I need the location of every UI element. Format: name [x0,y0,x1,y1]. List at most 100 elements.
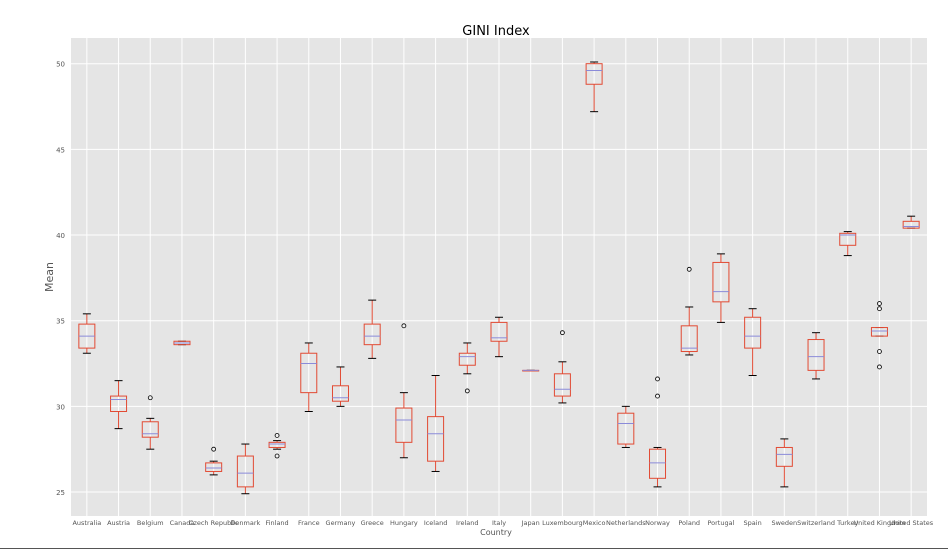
iqr-box [902,220,920,229]
x-tick-label: Switzerland [797,519,835,527]
box-denmark [236,443,254,495]
outlier-point [686,266,692,272]
outlier-point [877,301,882,306]
iqr-box [331,385,349,402]
box-norway [649,376,667,488]
x-tick-label: Poland [678,519,700,527]
x-tick-label: Luxembourg [542,519,583,527]
y-axis-label: Mean [43,262,56,292]
box-belgium [141,395,159,450]
x-tick-label: France [298,519,320,527]
x-tick-label: Australia [72,519,101,527]
x-tick-label: Czech Republic [189,519,239,527]
box-austria [110,380,128,430]
outlier-point [655,376,660,382]
box-switzerland [807,332,825,380]
x-tick-label: United States [889,519,934,527]
box-turkey [839,231,857,257]
box-iceland [427,375,445,472]
iqr-box [649,448,667,479]
x-tick-label: Iceland [424,519,448,527]
box-finland [268,433,286,459]
box-luxembourg [553,330,571,404]
outlier-point [211,446,217,452]
box-australia [78,313,96,354]
outlier-point [560,330,565,336]
outlier-point [401,323,407,329]
outlier-point [877,364,882,370]
x-tick-label: Spain [744,519,762,527]
outlier-point [464,388,470,394]
iqr-box [553,373,571,397]
x-tick-label: Ireland [456,519,478,527]
iqr-box [363,323,381,346]
iqr-box [395,407,413,443]
iqr-box [870,327,888,337]
box-netherlands [617,405,635,448]
outlier-point [147,395,153,401]
box-sweden [775,438,793,488]
chart-title: GINI Index [462,24,530,39]
iqr-box [617,412,635,445]
x-tick-label: Italy [492,519,506,527]
box-hungary [395,323,413,459]
x-tick-label: Finland [265,519,288,527]
iqr-box [839,232,857,246]
bottom-border [0,548,948,549]
x-tick-label: Greece [361,519,384,527]
iqr-box [490,321,508,342]
x-tick-label: Canada [170,519,195,527]
iqr-box [775,446,793,467]
y-tick-label: 45 [56,146,65,154]
x-tick-label: Sweden [771,519,797,527]
x-tick-label: Denmark [230,519,260,527]
boxes [78,61,920,495]
y-tick-label: 25 [56,489,65,497]
box-portugal [712,253,730,323]
x-tick-label: Norway [645,519,670,527]
x-axis-label: Country [480,528,512,537]
outlier-point [877,306,882,312]
x-tick-label: Japan [521,519,540,527]
iqr-box [110,395,128,412]
box-united-kingdom [870,301,888,370]
iqr-box [427,416,445,462]
iqr-box [236,455,254,488]
box-canada [173,340,191,346]
iqr-box [141,421,159,438]
box-ireland [458,342,476,394]
box-japan [522,369,540,372]
x-tick-label: United Kingdom [853,519,905,527]
x-tick-label: Germany [326,519,356,527]
iqr-box [712,261,730,303]
box-italy [490,316,508,358]
box-poland [680,266,698,356]
box-mexico [585,61,603,113]
x-tick-label: Netherlands [606,519,646,527]
x-tick-label: Belgium [137,519,164,527]
gridlines [71,38,927,516]
iqr-box [680,325,698,353]
x-tick-label: Turkey [836,519,858,527]
iqr-box [807,339,825,371]
y-tick-label: 30 [56,403,65,411]
outlier-point [655,393,660,399]
x-tick-label: Mexico [583,519,606,527]
box-france [300,342,318,412]
outlier-point [877,349,882,354]
box-greece [363,299,381,359]
iqr-box [744,316,762,349]
iqr-box [585,63,603,85]
x-tick-label: Austria [107,519,130,527]
box-united-states [902,215,920,229]
iqr-box [458,352,476,366]
y-axis-ticks: 25 30 35 40 45 50 [56,61,65,497]
iqr-box [300,352,318,394]
iqr-box [205,462,223,472]
y-tick-label: 50 [56,61,65,69]
box-germany [331,366,349,407]
outlier-point [274,433,280,438]
